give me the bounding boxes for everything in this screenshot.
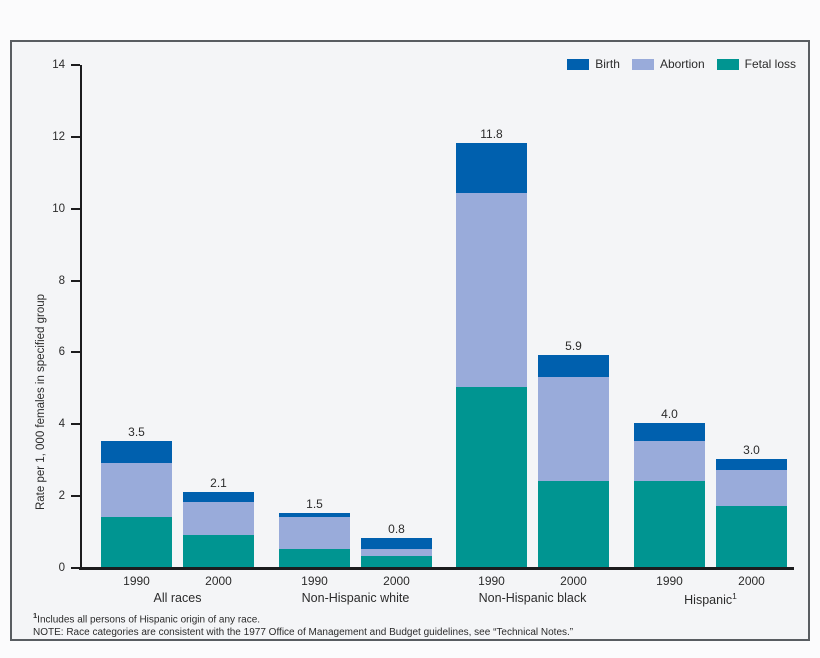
bar-segment-birth (183, 492, 254, 502)
y-axis-tick-label: 12 (52, 130, 65, 143)
x-axis-year-label: 1990 (301, 574, 328, 588)
x-axis-year-label: 1990 (478, 574, 505, 588)
y-axis-tick-label: 8 (58, 274, 65, 287)
bar-hispanic-1990: 4.0 (634, 407, 705, 567)
x-axis-group-label: Non-Hispanic white (301, 591, 410, 605)
bar-segment-abortion (361, 549, 432, 556)
bar-segment-birth (279, 513, 350, 517)
legend-swatch-fetal_loss (716, 58, 739, 70)
x-axis-group-label: Hispanic1 (684, 591, 737, 608)
bar-non-hispanic-white-2000: 0.8 (361, 522, 432, 567)
bar-segment-fetal_loss (634, 481, 705, 567)
x-axis-line (79, 567, 794, 570)
footnote-note: NOTE: Race categories are consistent wit… (33, 627, 574, 639)
legend-swatch-abortion (631, 58, 654, 70)
bar-segment-abortion (101, 463, 172, 517)
y-axis-tick-label: 0 (58, 562, 65, 574)
x-axis-year-label: 2000 (383, 574, 410, 588)
y-axis-tick (71, 351, 80, 354)
y-axis-tick-label: 2 (58, 490, 65, 503)
legend-item-birth: Birth (567, 57, 620, 71)
y-axis-tick (71, 567, 80, 569)
bar-segment-fetal_loss (716, 506, 787, 567)
y-axis-line (80, 65, 82, 570)
x-axis-group-label: Non-Hispanic black (478, 591, 587, 605)
x-axis-year-label: 2000 (205, 574, 232, 588)
bar-segment-fetal_loss (183, 535, 254, 567)
bar-non-hispanic-black-2000: 5.9 (538, 339, 609, 567)
y-axis-tick-label: 14 (52, 59, 65, 71)
bar-segment-birth (634, 423, 705, 441)
x-axis-year-label: 1990 (656, 574, 683, 588)
group-label-superscript: 1 (732, 591, 737, 601)
y-axis-tick (71, 423, 80, 426)
y-axis-tick-label: 6 (58, 346, 65, 359)
x-axis-year-label: 2000 (738, 574, 765, 588)
bar-hispanic-2000: 3.0 (716, 443, 787, 567)
bar-total-label: 11.8 (480, 127, 503, 141)
bar-segment-birth (456, 143, 527, 193)
bar-segment-birth (361, 538, 432, 549)
bar-all-races-2000: 2.1 (183, 476, 254, 567)
legend-item-fetal_loss: Fetal loss (716, 57, 796, 71)
y-axis-tick (71, 135, 80, 138)
y-axis-tick-label: 4 (58, 418, 65, 431)
bar-segment-fetal_loss (279, 549, 350, 567)
footnotes: 1Includes all persons of Hispanic origin… (33, 609, 573, 639)
bar-segment-birth (538, 355, 609, 377)
bar-total-label: 1.5 (306, 497, 323, 511)
legend-item-abortion: Abortion (631, 57, 705, 71)
legend-label-fetal_loss: Fetal loss (744, 57, 796, 71)
x-axis-year-label: 2000 (560, 574, 587, 588)
bar-total-label: 5.9 (565, 339, 582, 353)
bar-all-races-1990: 3.5 (101, 425, 172, 567)
bar-total-label: 3.5 (128, 425, 145, 439)
y-axis-tick-label: 10 (52, 202, 65, 215)
bar-segment-birth (716, 459, 787, 470)
bar-segment-fetal_loss (361, 556, 432, 567)
bar-total-label: 0.8 (388, 522, 405, 536)
bar-segment-abortion (634, 441, 705, 481)
bar-segment-abortion (716, 470, 787, 506)
bar-total-label: 2.1 (210, 476, 227, 490)
bar-total-label: 3.0 (743, 443, 760, 457)
bar-segment-abortion (279, 517, 350, 549)
chart-frame: Rate per 1, 000 females in specified gro… (10, 40, 810, 641)
legend-label-abortion: Abortion (659, 57, 705, 71)
bar-segment-abortion (538, 377, 609, 481)
y-axis-tick (71, 207, 80, 210)
footnote-superscript: 1 (33, 611, 38, 620)
bar-segment-abortion (456, 193, 527, 387)
bar-segment-fetal_loss (538, 481, 609, 567)
footnote-hispanic: 1Includes all persons of Hispanic origin… (33, 609, 573, 626)
y-axis-tick (71, 279, 80, 282)
bar-segment-birth (101, 441, 172, 463)
y-axis-tick (71, 64, 80, 66)
footnote-line1-text: Includes all persons of Hispanic origin … (37, 614, 261, 626)
x-axis-group-label: All races (153, 591, 202, 605)
y-axis-tick (71, 495, 80, 498)
legend-label-birth: Birth (595, 57, 620, 71)
bar-segment-abortion (183, 502, 254, 535)
bar-segment-fetal_loss (101, 517, 172, 567)
bar-segment-fetal_loss (456, 387, 527, 567)
legend-swatch-birth (567, 58, 590, 70)
x-axis-year-label: 1990 (123, 574, 150, 588)
bar-total-label: 4.0 (661, 407, 678, 421)
chart-legend: Birth Abortion Fetal loss (567, 57, 796, 71)
bar-non-hispanic-white-1990: 1.5 (279, 497, 350, 567)
bar-non-hispanic-black-1990: 11.8 (456, 127, 527, 567)
